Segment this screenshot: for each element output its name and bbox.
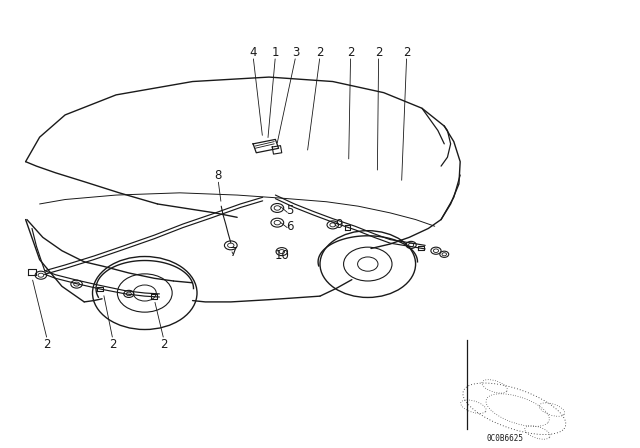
Text: 2: 2 bbox=[44, 338, 51, 351]
Text: 4: 4 bbox=[250, 46, 257, 59]
Text: 2: 2 bbox=[375, 46, 382, 59]
Text: 5: 5 bbox=[285, 204, 293, 217]
Text: 0C0B6625: 0C0B6625 bbox=[486, 434, 524, 443]
Text: 2: 2 bbox=[347, 46, 355, 59]
Text: 9: 9 bbox=[335, 217, 343, 231]
Text: 2: 2 bbox=[160, 338, 168, 351]
Text: 10: 10 bbox=[275, 249, 289, 262]
Text: 8: 8 bbox=[214, 168, 221, 181]
Text: 2: 2 bbox=[109, 338, 116, 351]
Text: 3: 3 bbox=[292, 46, 300, 59]
Text: 1: 1 bbox=[271, 46, 279, 59]
Text: 2: 2 bbox=[403, 46, 410, 59]
Text: 7: 7 bbox=[230, 246, 237, 259]
Text: 2: 2 bbox=[316, 46, 324, 59]
Text: 6: 6 bbox=[285, 220, 293, 233]
